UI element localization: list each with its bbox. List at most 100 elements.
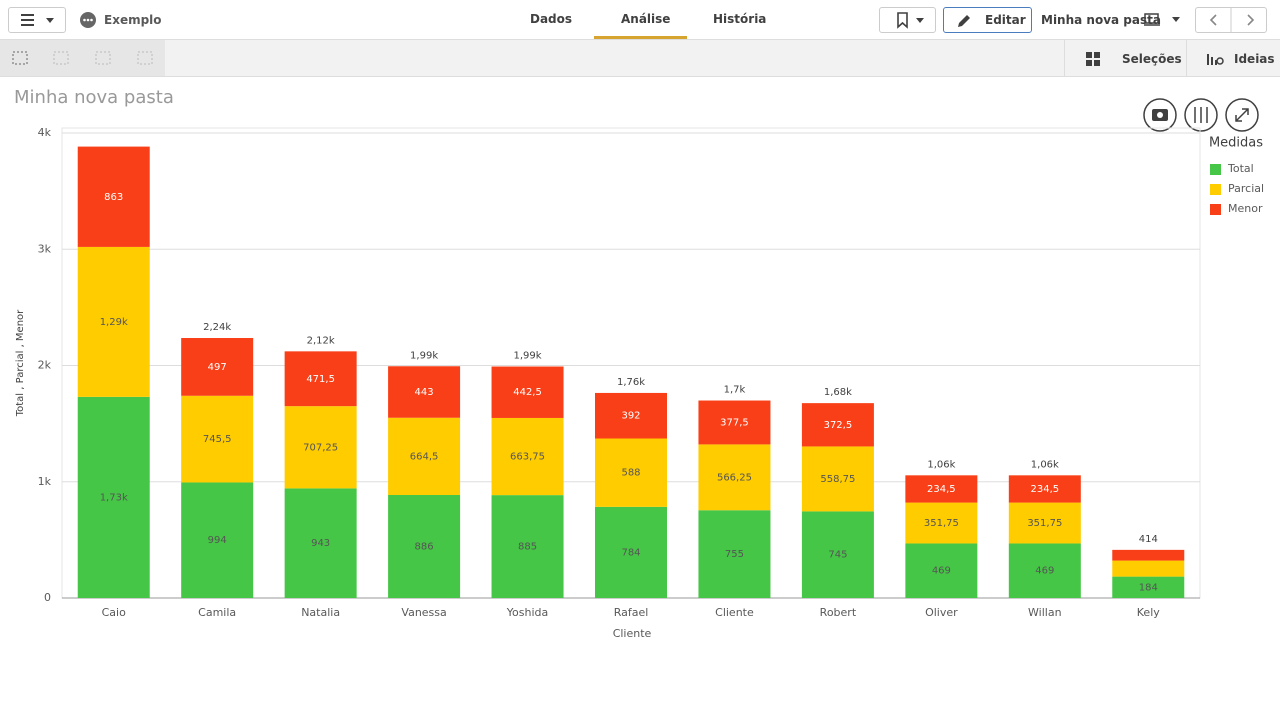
app-icon xyxy=(80,12,96,28)
value-label: 1,73k xyxy=(100,492,128,503)
value-label: 392 xyxy=(621,411,640,422)
edit-label: Editar xyxy=(985,13,1026,27)
tab[interactable]: Dados xyxy=(530,12,573,26)
bar-segment xyxy=(801,403,874,447)
stack-total-label: 1,99k xyxy=(514,351,542,362)
value-label: 351,75 xyxy=(924,518,959,529)
bar-segment xyxy=(491,366,564,418)
value-label: 469 xyxy=(1035,566,1054,577)
stack-total-label: 414 xyxy=(1139,534,1158,545)
selections-button[interactable]: Seleções xyxy=(1122,52,1182,66)
stack-total-label: 2,12k xyxy=(307,335,335,346)
value-label: 885 xyxy=(518,542,537,553)
insights-icon xyxy=(1207,54,1224,65)
bar-segment xyxy=(181,338,254,396)
bar-segment xyxy=(801,511,874,598)
value-label: 377,5 xyxy=(720,417,749,428)
bookmark-icon xyxy=(897,12,924,29)
nav-arrows xyxy=(1209,8,1255,32)
legend-swatch xyxy=(1210,184,1221,195)
value-label: 442,5 xyxy=(513,387,542,398)
divider xyxy=(1064,40,1065,76)
value-label: 588 xyxy=(621,468,640,479)
y-tick-label: 3k xyxy=(38,242,52,255)
bookmark-button[interactable] xyxy=(879,7,936,33)
legend-label: Parcial xyxy=(1228,182,1264,195)
bar-segment xyxy=(284,488,357,598)
bar-segment xyxy=(388,495,461,598)
value-label: 566,25 xyxy=(717,472,752,483)
x-tick-label: Robert xyxy=(820,606,857,619)
value-label: 234,5 xyxy=(1030,484,1059,495)
value-label: 351,75 xyxy=(1027,518,1062,529)
x-tick-label: Rafael xyxy=(614,606,649,619)
toolbar: Seleções Ideias xyxy=(0,40,1280,77)
legend-swatch xyxy=(1210,204,1221,215)
bar-segment xyxy=(698,510,771,598)
selection-tools xyxy=(0,40,165,76)
y-tick-label: 2k xyxy=(38,359,52,372)
value-label: 663,75 xyxy=(510,452,545,463)
bar-segment xyxy=(905,502,978,544)
legend-title: Medidas xyxy=(1209,136,1263,151)
stack-total-label: 1,76k xyxy=(617,377,645,388)
value-label: 994 xyxy=(208,535,227,546)
bar-segment xyxy=(698,400,771,445)
value-label: 497 xyxy=(208,362,227,373)
top-bar: Exemplo Dados Análise História Editar Mi… xyxy=(0,0,1280,40)
stack-total-label: 1,06k xyxy=(1031,459,1059,470)
bar-segment xyxy=(1008,543,1081,598)
tab[interactable]: Análise xyxy=(621,12,671,26)
bar-segment xyxy=(491,495,564,598)
bar-segment xyxy=(284,406,357,489)
value-label: 372,5 xyxy=(824,420,853,431)
sheet-name[interactable]: Minha nova pasta xyxy=(1041,13,1161,27)
x-tick-label: Camila xyxy=(198,606,236,619)
menu-button[interactable] xyxy=(8,7,66,33)
value-label: 784 xyxy=(621,547,640,558)
x-tick-label: Willan xyxy=(1028,606,1062,619)
x-tick-label: Caio xyxy=(102,606,126,619)
y-tick-label: 0 xyxy=(44,591,51,604)
bar-segment xyxy=(801,446,874,512)
stack-total-label: 1,7k xyxy=(724,385,746,396)
legend-label: Menor xyxy=(1228,202,1263,215)
tab[interactable]: História xyxy=(713,12,767,26)
chart-actions[interactable] xyxy=(1143,98,1259,132)
value-label: 1,29k xyxy=(100,317,128,328)
value-label: 943 xyxy=(311,538,330,549)
legend-swatch xyxy=(1210,164,1221,175)
stack-total-label: 1,06k xyxy=(927,459,955,470)
sheet-icons xyxy=(1144,13,1180,26)
bar-segment xyxy=(698,444,771,511)
bar-segment xyxy=(905,543,978,598)
bar-segment xyxy=(77,146,150,247)
value-label: 184 xyxy=(1139,582,1158,593)
x-axis-title: Cliente xyxy=(613,627,652,640)
value-label: 863 xyxy=(104,192,123,203)
bar-segment xyxy=(77,246,150,397)
insights-button[interactable]: Ideias xyxy=(1234,52,1275,66)
x-tick-label: Oliver xyxy=(925,606,958,619)
edit-button[interactable]: Editar xyxy=(943,7,1032,33)
nav-buttons[interactable] xyxy=(1195,7,1267,33)
x-tick-label: Yoshida xyxy=(506,606,548,619)
value-label: 469 xyxy=(932,566,951,577)
value-label: 755 xyxy=(725,549,744,560)
tab-indicator xyxy=(594,36,687,39)
bar-segment xyxy=(388,417,461,496)
bar-segment xyxy=(388,366,461,418)
y-tick-label: 1k xyxy=(38,475,52,488)
value-label: 558,75 xyxy=(820,474,855,485)
app-name: Exemplo xyxy=(104,13,162,27)
bar-segment xyxy=(1112,549,1185,561)
bar-segment xyxy=(595,506,667,598)
bar-segment xyxy=(284,351,357,407)
x-tick-label: Natalia xyxy=(301,606,340,619)
stack-total-label: 1,68k xyxy=(824,387,852,398)
value-label: 664,5 xyxy=(410,451,439,462)
bar-segment xyxy=(595,392,667,439)
bar-segment xyxy=(181,482,254,598)
divider xyxy=(1186,40,1187,76)
